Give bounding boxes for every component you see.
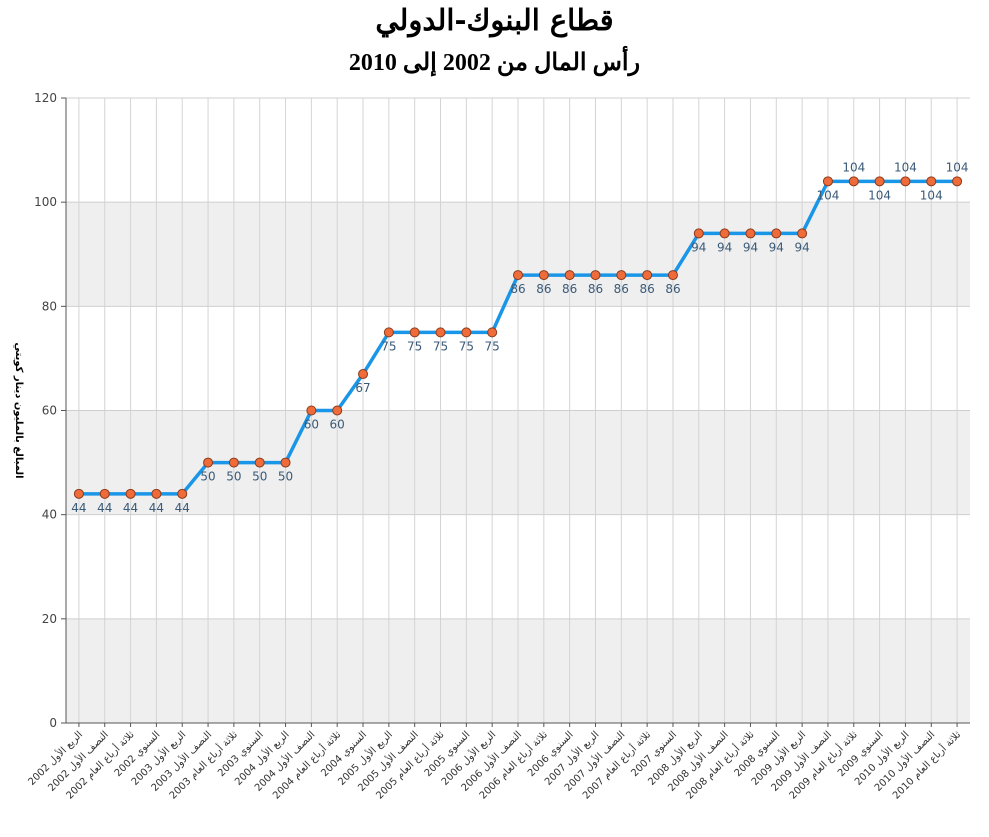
- data-label: 94: [691, 240, 706, 254]
- data-label: 104: [920, 188, 943, 202]
- data-point: [228, 457, 239, 468]
- data-label: 86: [562, 282, 577, 296]
- data-point: [332, 405, 343, 416]
- data-point: [642, 270, 653, 281]
- data-point: [461, 327, 472, 338]
- data-label: 60: [304, 418, 319, 432]
- data-point: [254, 457, 265, 468]
- data-point: [926, 176, 937, 187]
- data-label: 86: [588, 282, 603, 296]
- data-point: [125, 488, 136, 499]
- data-point: [822, 176, 833, 187]
- data-point: [900, 176, 911, 187]
- data-point: [358, 369, 369, 380]
- data-label: 86: [640, 282, 655, 296]
- data-point: [513, 270, 523, 281]
- data-label: 44: [175, 501, 190, 515]
- data-point: [667, 270, 678, 281]
- data-point: [487, 327, 498, 338]
- y-tick-label: 100: [34, 195, 57, 209]
- data-point: [151, 488, 162, 499]
- data-label: 94: [743, 240, 758, 254]
- data-point: [203, 457, 214, 468]
- data-point: [745, 228, 756, 239]
- y-tick-label: 20: [42, 612, 57, 626]
- data-point: [952, 176, 963, 187]
- chart-subtitle: رأس المال من 2002 إلى 2010: [348, 50, 641, 76]
- data-point: [719, 228, 730, 239]
- data-label: 94: [717, 240, 732, 254]
- data-label: 50: [278, 470, 293, 484]
- data-label: 44: [97, 501, 112, 515]
- data-point: [280, 457, 291, 468]
- data-point: [538, 270, 549, 281]
- data-label: 44: [123, 501, 138, 515]
- data-label: 67: [355, 381, 370, 395]
- data-label: 104: [816, 188, 839, 202]
- data-point: [771, 228, 782, 239]
- y-tick-label: 80: [42, 299, 57, 313]
- data-point: [616, 270, 627, 281]
- data-label: 75: [459, 339, 474, 353]
- data-point: [99, 488, 110, 499]
- data-label: 50: [252, 470, 267, 484]
- data-point: [590, 270, 601, 281]
- data-label: 86: [614, 282, 629, 296]
- data-point: [383, 327, 394, 338]
- data-label: 86: [665, 282, 680, 296]
- y-tick-label: 40: [42, 508, 57, 522]
- data-label: 104: [946, 160, 969, 174]
- data-point: [874, 176, 885, 187]
- data-point: [435, 327, 446, 338]
- data-label: 50: [226, 470, 241, 484]
- data-point: [797, 228, 808, 239]
- data-point: [177, 488, 188, 499]
- data-point: [564, 270, 575, 281]
- data-label: 75: [407, 339, 422, 353]
- data-point: [73, 488, 84, 499]
- y-axis-label: المبالغ بالمليون دينار كويتي: [13, 342, 24, 478]
- data-label: 44: [149, 501, 164, 515]
- data-label: 104: [894, 160, 917, 174]
- data-label: 60: [330, 418, 345, 432]
- data-label: 86: [510, 282, 525, 296]
- data-point: [306, 405, 317, 416]
- y-tick-label: 60: [42, 404, 57, 418]
- data-label: 75: [433, 339, 448, 353]
- data-point: [409, 327, 420, 338]
- data-point: [848, 176, 859, 187]
- chart-title: قطاع البنوك-الدولي: [375, 3, 614, 37]
- data-label: 75: [485, 339, 500, 353]
- data-label: 86: [536, 282, 551, 296]
- data-label: 94: [769, 240, 784, 254]
- data-label: 75: [381, 339, 396, 353]
- y-tick-label: 0: [49, 716, 57, 730]
- data-point: [693, 228, 704, 239]
- y-tick-label: 120: [34, 91, 57, 105]
- data-label: 104: [868, 188, 891, 202]
- data-label: 44: [71, 501, 86, 515]
- data-label: 50: [200, 470, 215, 484]
- data-label: 94: [794, 240, 809, 254]
- data-label: 104: [842, 160, 865, 174]
